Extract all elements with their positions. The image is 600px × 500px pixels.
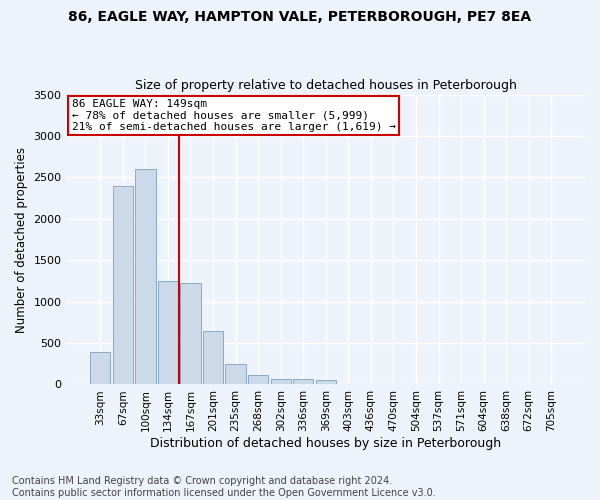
Bar — [158, 281, 178, 384]
Bar — [248, 376, 268, 384]
Bar — [226, 364, 246, 384]
Bar — [90, 352, 110, 384]
Bar — [135, 169, 155, 384]
Text: 86, EAGLE WAY, HAMPTON VALE, PETERBOROUGH, PE7 8EA: 86, EAGLE WAY, HAMPTON VALE, PETERBOROUG… — [68, 10, 532, 24]
Text: Contains HM Land Registry data © Crown copyright and database right 2024.
Contai: Contains HM Land Registry data © Crown c… — [12, 476, 436, 498]
Bar — [113, 186, 133, 384]
Bar — [293, 380, 313, 384]
Y-axis label: Number of detached properties: Number of detached properties — [15, 146, 28, 332]
Text: 86 EAGLE WAY: 149sqm
← 78% of detached houses are smaller (5,999)
21% of semi-de: 86 EAGLE WAY: 149sqm ← 78% of detached h… — [72, 99, 396, 132]
X-axis label: Distribution of detached houses by size in Peterborough: Distribution of detached houses by size … — [150, 437, 502, 450]
Bar — [181, 282, 200, 384]
Bar — [203, 332, 223, 384]
Bar — [271, 380, 291, 384]
Title: Size of property relative to detached houses in Peterborough: Size of property relative to detached ho… — [135, 79, 517, 92]
Bar — [316, 380, 336, 384]
